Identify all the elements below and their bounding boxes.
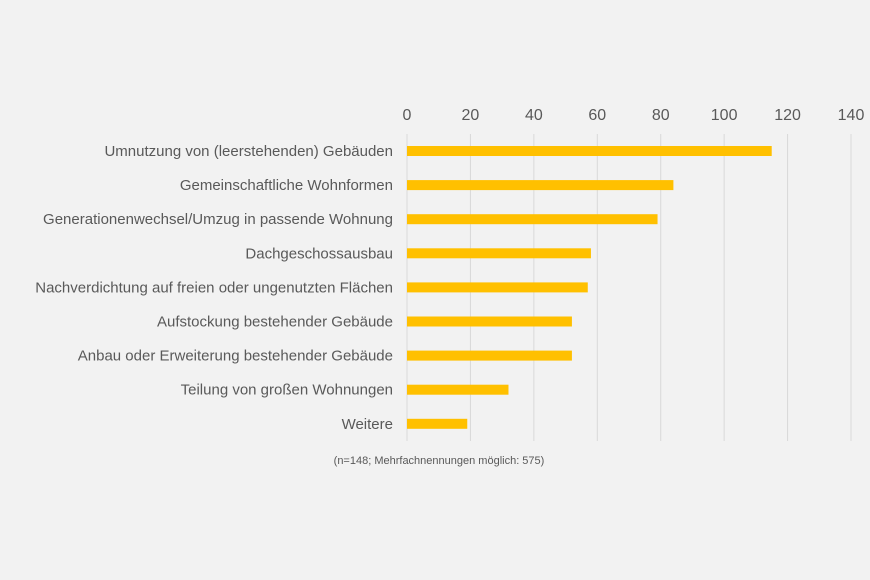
bar [407, 316, 572, 327]
bars [407, 146, 772, 429]
x-tick-label: 40 [525, 107, 543, 124]
x-tick-label: 140 [838, 107, 865, 124]
chart-footnote: (n=148; Mehrfachnennungen möglich: 575) [334, 455, 545, 467]
bar [407, 146, 772, 156]
category-label: Umnutzung von (leerstehenden) Gebäuden [104, 143, 393, 160]
x-tick-label: 120 [774, 107, 801, 124]
category-label: Gemeinschaftliche Wohnformen [180, 177, 393, 194]
bar [407, 350, 572, 361]
category-labels: Umnutzung von (leerstehenden) Gebäuden Ge… [35, 143, 393, 433]
x-tick-label: 0 [403, 107, 412, 124]
x-tick-label: 100 [711, 107, 738, 124]
x-tick-label: 80 [652, 107, 670, 124]
category-label: Weitere [342, 416, 393, 433]
x-tick-label: 20 [462, 107, 480, 124]
bar [407, 282, 588, 293]
category-label: Nachverdichtung auf freien oder ungenutz… [35, 279, 393, 296]
bar [407, 214, 658, 225]
x-axis-ticks: 0 20 40 60 80 100 120 140 [403, 107, 865, 124]
x-tick-label: 60 [588, 107, 606, 124]
category-label: Generationenwechsel/Umzug in passende Wo… [43, 211, 393, 228]
category-label: Anbau oder Erweiterung bestehender Gebäu… [78, 348, 393, 365]
category-label: Teilung von großen Wohnungen [181, 382, 393, 399]
category-label: Aufstockung bestehender Gebäude [157, 314, 393, 331]
bar [407, 418, 468, 429]
bar [407, 248, 591, 259]
category-label: Dachgeschossausbau [245, 245, 393, 262]
bar [407, 180, 674, 191]
bar [407, 384, 509, 395]
